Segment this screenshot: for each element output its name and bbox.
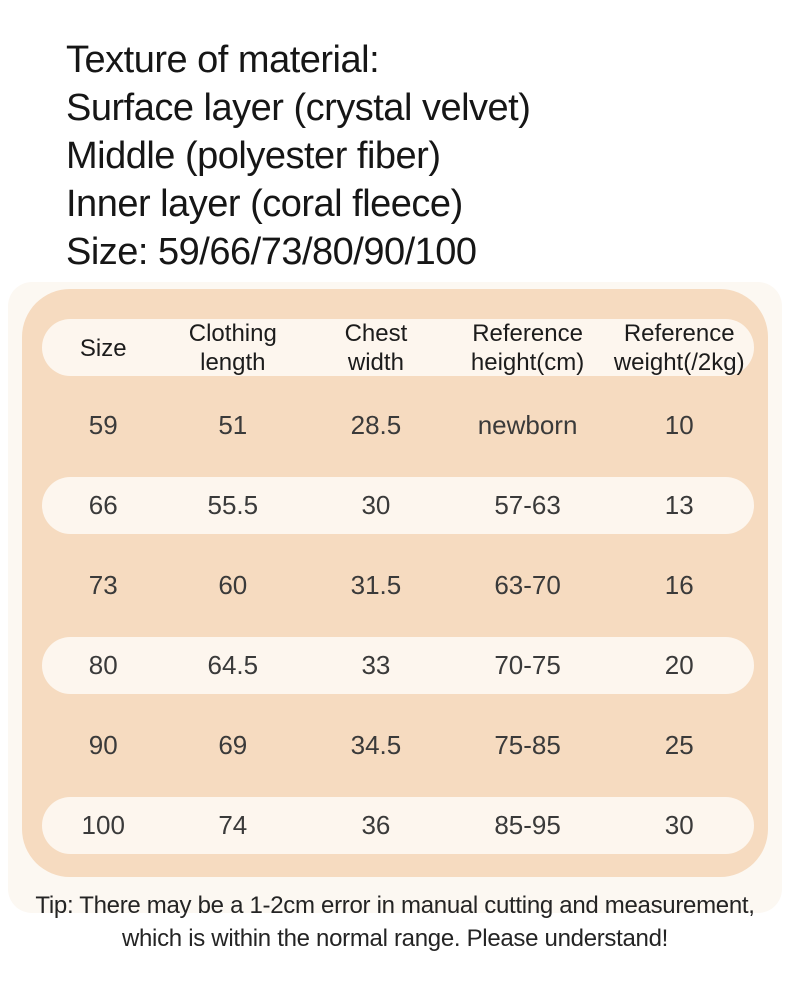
reference-height-cell: 75-85 <box>494 730 561 760</box>
table-row-size-80: 80 64.5 33 70-75 20 <box>42 636 754 694</box>
header-reference-height: Reference height(cm) <box>470 320 585 376</box>
reference-weight-cell: 25 <box>664 730 694 760</box>
reference-weight-cell: 13 <box>664 490 694 520</box>
reference-weight-cell: 10 <box>664 410 694 440</box>
size-cell: 100 <box>81 810 125 840</box>
table-row-size-73: 73 60 31.5 63-70 16 <box>42 557 754 614</box>
chest-width-cell: 33 <box>361 650 391 680</box>
size-chart-card: Size Clothing length Chest width Referen… <box>8 282 782 913</box>
header-clothing-length: Clothing length <box>188 320 277 376</box>
reference-height-cell: 85-95 <box>494 810 561 840</box>
header-chest-width: Chest width <box>344 320 408 376</box>
header-reference-weight: Reference weight(/2kg) <box>613 320 745 376</box>
material-title-line: Texture of material: <box>66 39 380 81</box>
size-chart-panel: Size Clothing length Chest width Referen… <box>22 289 768 877</box>
table-row-size-90: 90 69 34.5 75-85 25 <box>42 717 754 774</box>
reference-height-cell: 63-70 <box>494 570 561 600</box>
surface-layer-line: Surface layer (crystal velvet) <box>66 87 531 129</box>
clothing-length-cell: 74 <box>218 810 248 840</box>
chest-width-cell: 31.5 <box>350 570 402 600</box>
size-list-line: Size: 59/66/73/80/90/100 <box>66 231 477 273</box>
clothing-length-cell: 69 <box>218 730 248 760</box>
reference-height-cell: newborn <box>477 410 578 440</box>
chest-width-cell: 34.5 <box>350 730 402 760</box>
table-row-size-100: 100 74 36 85-95 30 <box>42 796 754 854</box>
middle-layer-line: Middle (polyester fiber) <box>66 135 441 177</box>
chest-width-cell: 30 <box>361 490 391 520</box>
size-cell: 80 <box>88 650 118 680</box>
inner-layer-line: Inner layer (coral fleece) <box>66 183 463 225</box>
size-cell: 59 <box>88 410 118 440</box>
reference-height-cell: 70-75 <box>494 650 561 680</box>
reference-height-cell: 57-63 <box>494 490 561 520</box>
table-row-size-59: 59 51 28.5 newborn 10 <box>42 397 754 454</box>
size-chart-header-row: Size Clothing length Chest width Referen… <box>42 319 754 376</box>
table-row-size-66: 66 55.5 30 57-63 13 <box>42 476 754 534</box>
size-cell: 66 <box>88 490 118 520</box>
size-cell: 90 <box>88 730 118 760</box>
reference-weight-cell: 20 <box>664 650 694 680</box>
reference-weight-cell: 16 <box>664 570 694 600</box>
clothing-length-cell: 64.5 <box>207 650 259 680</box>
header-size: Size <box>79 334 127 362</box>
measurement-tip: Tip: There may be a 1-2cm error in manua… <box>35 892 755 952</box>
material-description: Texture of material: Surface layer (crys… <box>66 36 531 276</box>
chest-width-cell: 28.5 <box>350 410 402 440</box>
size-cell: 73 <box>88 570 118 600</box>
reference-weight-cell: 30 <box>664 810 694 840</box>
clothing-length-cell: 55.5 <box>207 490 259 520</box>
clothing-length-cell: 51 <box>218 410 248 440</box>
chest-width-cell: 36 <box>361 810 391 840</box>
clothing-length-cell: 60 <box>218 570 248 600</box>
